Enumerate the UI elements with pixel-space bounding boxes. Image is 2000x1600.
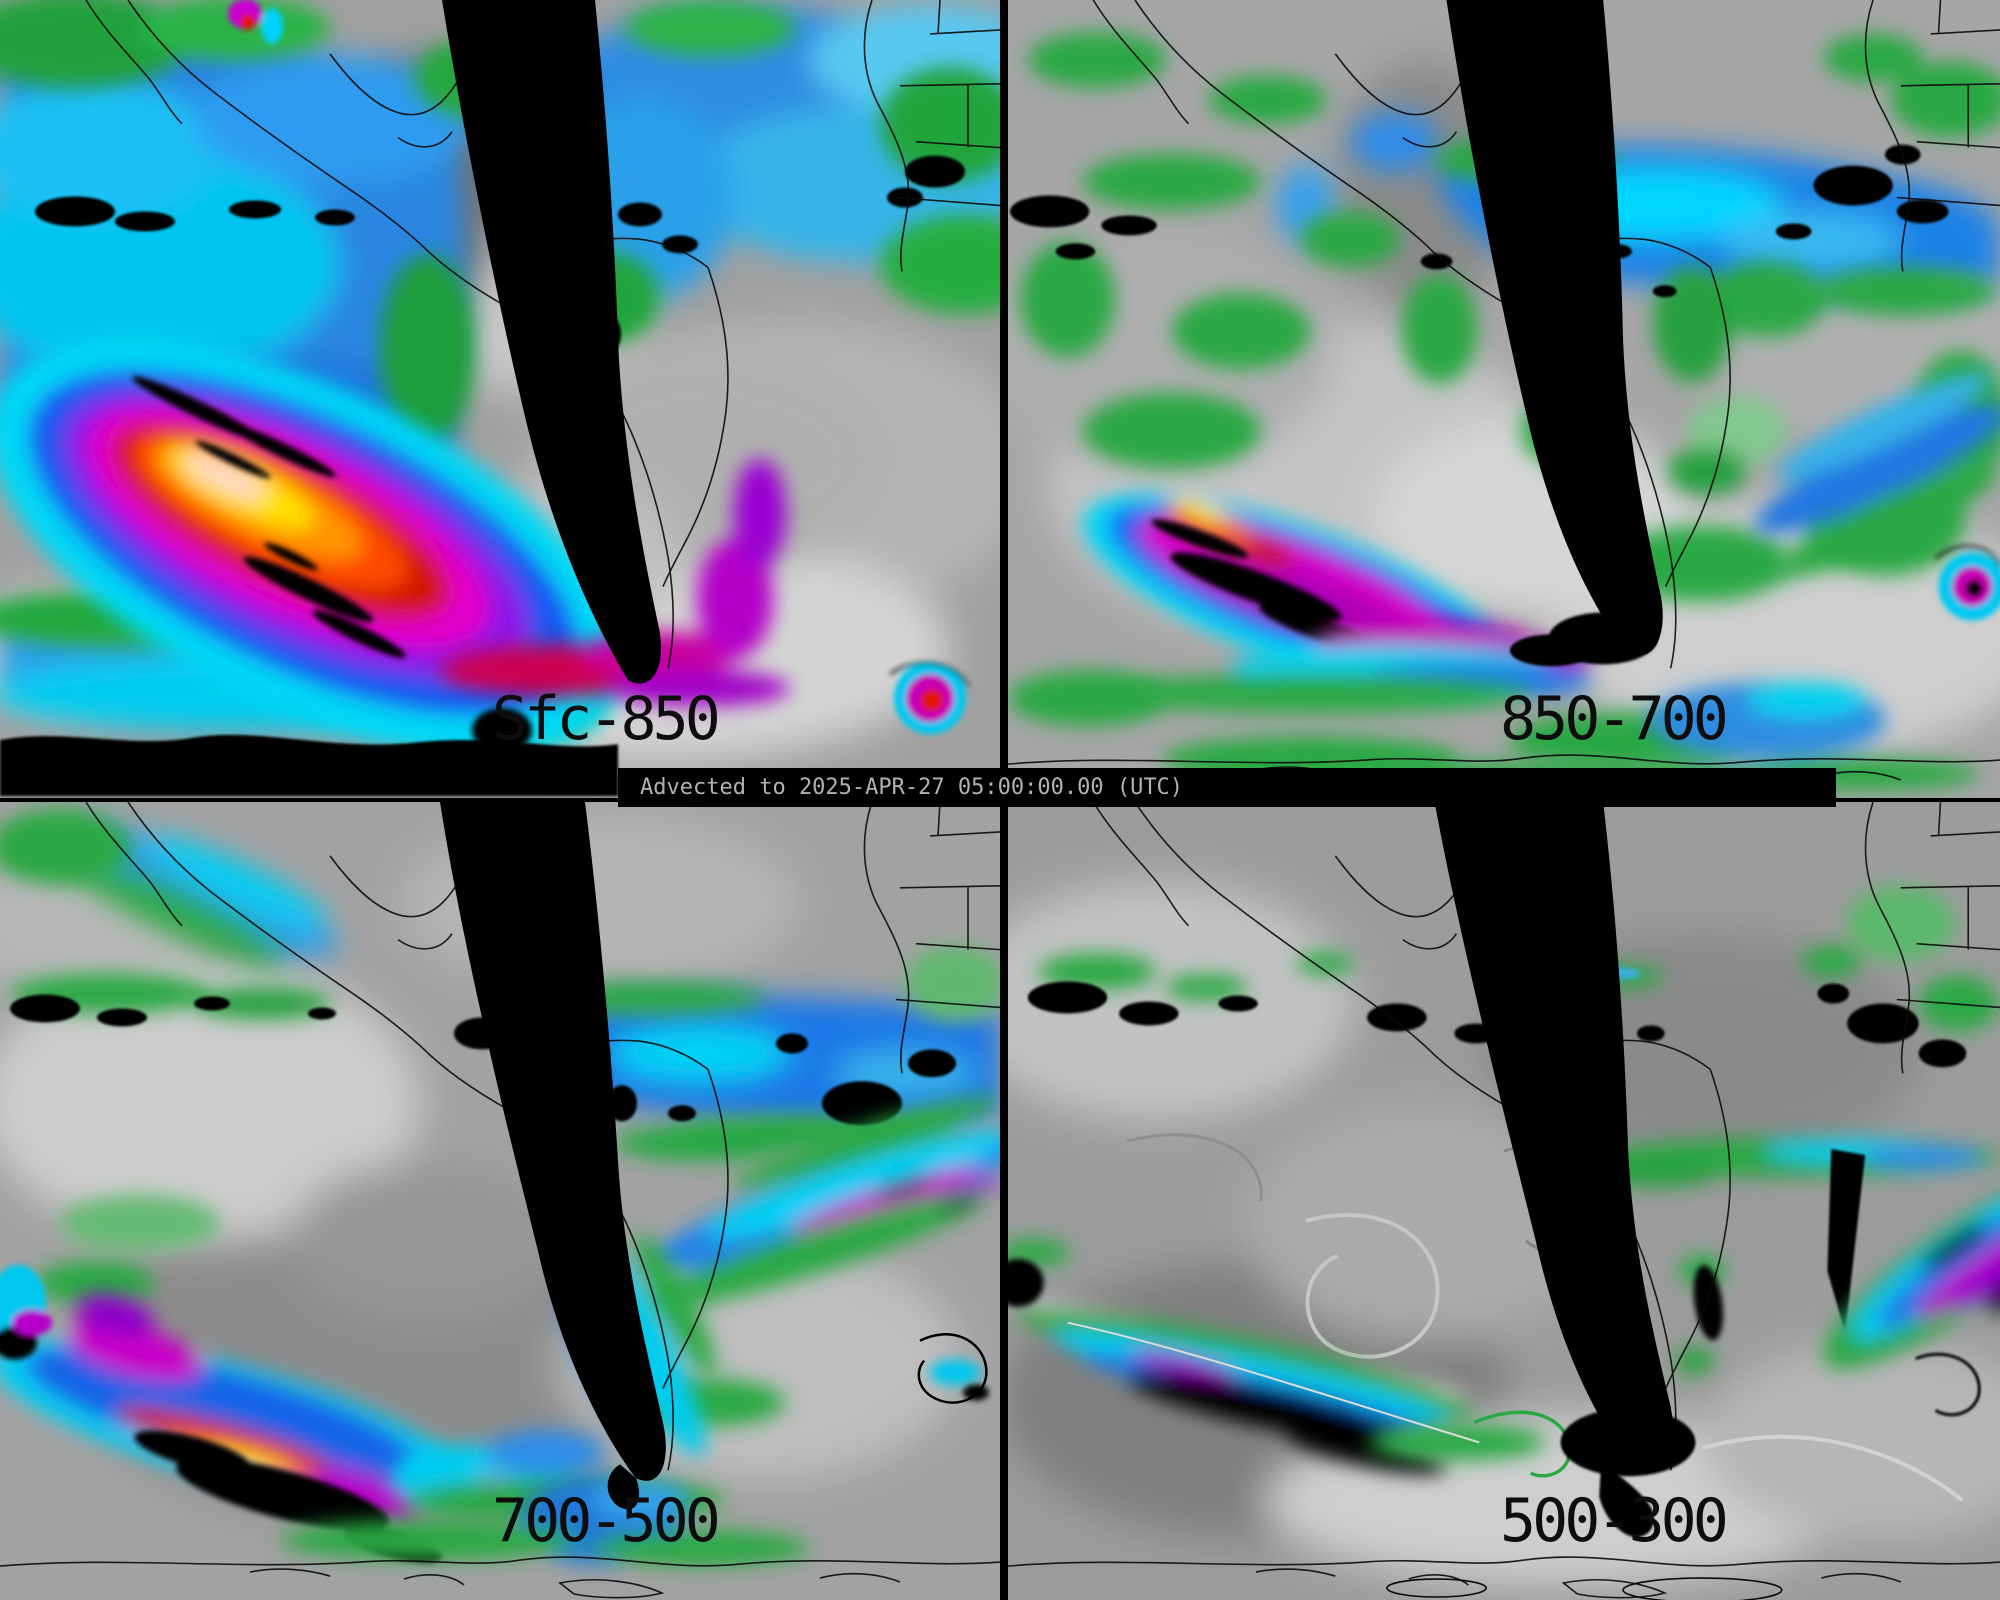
south-black-band [0, 734, 618, 797]
panel-700-500: 700-500 [0, 802, 1000, 1600]
panel-label-sfc-850: Sfc-850 [492, 684, 721, 754]
right-blue-streaks [1754, 372, 2000, 577]
black-fin-wedge [1827, 1149, 1866, 1333]
coast-black-streak [1693, 1265, 1724, 1341]
left-black-spot [1008, 1258, 1044, 1307]
panel-850-700: 850-700 [1008, 0, 2000, 798]
cutoff-swirl [889, 662, 970, 735]
satellite-gap-swath [442, 0, 662, 684]
imagery-sfc-850 [0, 0, 1000, 798]
bottom-blue-patch [280, 1475, 810, 1567]
satellite-gap-swath [440, 802, 666, 1481]
panel-500-300: 500-300 [1008, 802, 2000, 1600]
plume-tail-fringe [1097, 619, 1594, 714]
panel-label-500-300: 500-300 [1500, 1486, 1729, 1556]
top-magenta-spot [228, 0, 283, 44]
swath-foot [1560, 1408, 1696, 1477]
swath-tail [607, 1464, 640, 1510]
right-edge-jet [1823, 1173, 2000, 1369]
plume-black-streaks [131, 376, 406, 658]
atmospheric-river-plume [0, 339, 625, 756]
satellite-gap-swath [1434, 802, 1673, 1474]
satellite-gap-swath [1446, 0, 1663, 656]
black-curl [1915, 1352, 1981, 1417]
mid-right-band [1598, 1137, 2000, 1188]
edge-cyclone-swirl [1934, 545, 2000, 621]
panel-label-850-700: 850-700 [1500, 684, 1729, 754]
panel-sfc-850: Sfc-850 [0, 0, 1000, 798]
right-diagonal-jet [644, 1096, 1000, 1310]
swath-hook [1509, 634, 1594, 667]
edge-spiral [917, 1333, 989, 1404]
imagery-700-500 [0, 802, 1000, 1600]
advection-time-banner: Advected to 2025-APR-27 05:00:00.00 (UTC… [618, 768, 1836, 807]
panel-label-700-500: 700-500 [492, 1486, 721, 1556]
antarctic-island-loops [1386, 1577, 1783, 1600]
moisture-plume [0, 1294, 467, 1518]
swath-tail [1599, 1462, 1655, 1538]
imagery-500-300 [1008, 802, 2000, 1600]
itcz-black-blobs [1009, 144, 1949, 298]
lower-left-jet [1017, 1300, 1475, 1474]
imagery-850-700 [1008, 0, 2000, 798]
left-edge-bits [0, 1264, 52, 1360]
